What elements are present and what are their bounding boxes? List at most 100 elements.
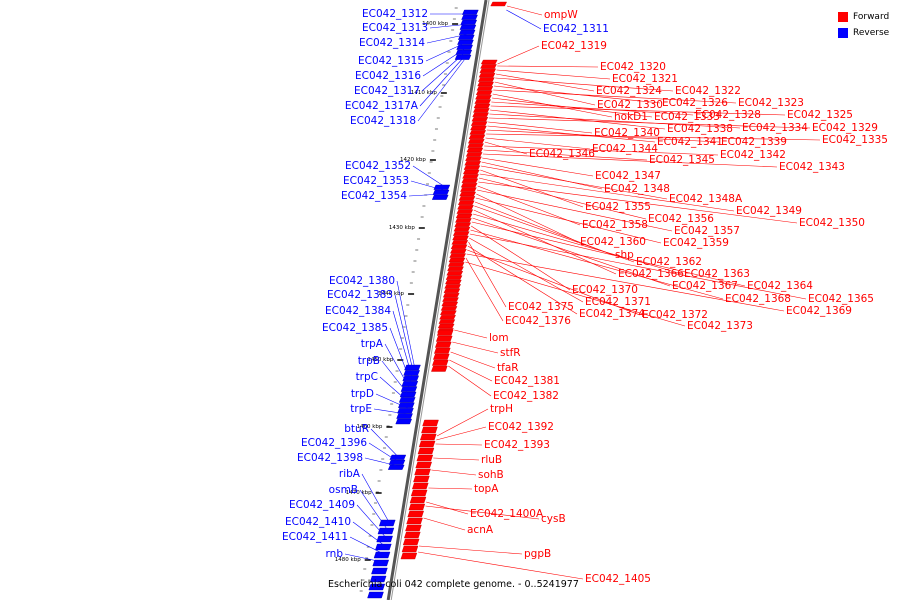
forward-gene-block — [413, 475, 430, 483]
forward-gene-label: EC042_1376 — [505, 315, 571, 327]
reverse-gene-block — [457, 39, 474, 45]
reverse-gene-block — [396, 413, 413, 419]
forward-gene-label: EC042_1370 — [572, 284, 638, 296]
scale-ticks: 1400 kbp 1410 kbp 1420 kbp 1430 kbp 1440 kbp… — [335, 7, 459, 592]
forward-gene-label: EC042_1340 — [594, 127, 660, 139]
reverse-leader-line — [356, 504, 387, 539]
forward-gene-block — [447, 262, 465, 267]
forward-gene-block — [460, 187, 477, 192]
forward-leader-line — [488, 121, 593, 134]
forward-leader-line — [468, 241, 507, 308]
forward-gene-block — [422, 419, 439, 427]
reverse-gene-block — [455, 49, 473, 55]
forward-gene-block — [461, 178, 479, 184]
forward-gene-block — [416, 454, 434, 462]
reverse-gene-block — [368, 583, 386, 591]
reverse-leader-line — [429, 23, 471, 29]
forward-leader-line — [482, 153, 778, 168]
forward-gene-block — [408, 503, 426, 511]
forward-gene-label: EC042_1344 — [592, 143, 658, 155]
reverse-gene-block — [462, 9, 479, 15]
forward-gene-block — [433, 347, 451, 354]
legend-item-reverse: Reverse — [838, 25, 889, 40]
forward-gene-label: EC042_1356 — [648, 213, 714, 225]
forward-leader-line — [490, 109, 666, 130]
reverse-gene-label: EC042_1313 — [362, 22, 428, 34]
reverse-gene-block — [378, 519, 396, 527]
scale-tick-label: 1450 kbp — [367, 357, 393, 363]
reverse-leader-line — [417, 59, 465, 122]
scale-tick-label: 1480 kbp — [335, 557, 361, 563]
forward-gene-block — [438, 319, 456, 324]
forward-gene-label: EC042_1326 — [662, 97, 728, 109]
forward-gene-label: EC042_1364 — [747, 280, 813, 292]
forward-gene-block — [440, 306, 458, 311]
reverse-gene-label: ribA — [339, 468, 361, 480]
forward-leader-line — [417, 551, 584, 580]
forward-gene-label: EC042_1355 — [585, 201, 651, 213]
forward-gene-block — [468, 134, 486, 140]
reverse-gene-label: EC042_1317 — [354, 85, 420, 97]
forward-leader-line — [431, 469, 477, 476]
forward-gene-block — [471, 116, 489, 122]
forward-gene-block — [462, 169, 480, 175]
forward-leader-line — [470, 225, 571, 291]
reverse-gene-label: btuR — [344, 423, 369, 435]
forward-leader-line — [454, 329, 488, 339]
forward-gene-block — [419, 433, 437, 441]
forward-leader-line — [426, 501, 469, 515]
reverse-gene-label: EC042_1317A — [345, 100, 419, 112]
reverse-leader-line — [389, 327, 412, 385]
reverse-gene-block — [456, 44, 473, 50]
forward-gene-block — [462, 174, 479, 179]
forward-gene-label: EC042_1375 — [508, 301, 574, 313]
reverse-leader-line — [375, 393, 408, 409]
forward-leader-line — [480, 169, 584, 208]
forward-gene-block — [446, 271, 464, 276]
forward-gene-label: EC042_1374 — [579, 308, 645, 320]
forward-gene-block — [455, 213, 473, 219]
forward-gene-block — [464, 160, 482, 166]
label-leaders — [344, 5, 821, 580]
forward-gene-label: EC042_1341 — [657, 136, 723, 148]
reverse-leader-line — [384, 343, 411, 391]
forward-leader-line — [465, 257, 504, 322]
forward-gene-label: EC042_1323 — [738, 97, 804, 109]
forward-gene-block — [470, 125, 487, 131]
forward-gene-label: EC042_1342 — [720, 149, 786, 161]
forward-gene-label: topA — [474, 483, 499, 495]
scale-tick-label: 1420 kbp — [400, 157, 426, 163]
reverse-gene-label: trpB — [358, 355, 380, 367]
reverse-gene-label: EC042_1318 — [350, 115, 416, 127]
forward-gene-label: EC042_1348 — [604, 183, 670, 195]
reverse-leader-line — [425, 41, 468, 62]
forward-gene-block — [406, 517, 423, 525]
reverse-gene-label: EC042_1385 — [322, 322, 388, 334]
forward-gene-block — [478, 77, 495, 82]
forward-gene-label: EC042_1319 — [541, 40, 607, 52]
forward-gene-label: ompW — [544, 9, 578, 21]
forward-gene-block — [465, 156, 482, 162]
forward-gene-label: EC042_1321 — [612, 73, 678, 85]
forward-gene-label: EC042_1325 — [787, 109, 853, 121]
reverse-gene-label: rnb — [326, 548, 344, 560]
forward-leader-line — [471, 221, 746, 287]
reverse-gene-block — [395, 418, 412, 425]
reverse-gene-block — [377, 527, 395, 535]
legend-label: Forward — [853, 11, 890, 22]
reverse-gene-label: EC042_1411 — [282, 531, 348, 543]
forward-leader-line — [495, 77, 674, 92]
forward-leader-line — [428, 487, 473, 490]
forward-gene-block — [474, 99, 492, 104]
forward-gene-block — [460, 182, 478, 188]
reverse-gene-block — [398, 402, 415, 408]
forward-gene-block — [476, 86, 494, 91]
forward-leader-line — [475, 197, 662, 244]
forward-leader-line — [436, 426, 487, 441]
forward-gene-block — [458, 196, 476, 201]
forward-gene-block — [402, 538, 420, 546]
forward-leader-line — [477, 185, 581, 226]
forward-leader-line — [497, 65, 599, 68]
reverse-gene-block — [457, 34, 475, 40]
forward-gene-label: EC042_1347 — [595, 170, 661, 182]
